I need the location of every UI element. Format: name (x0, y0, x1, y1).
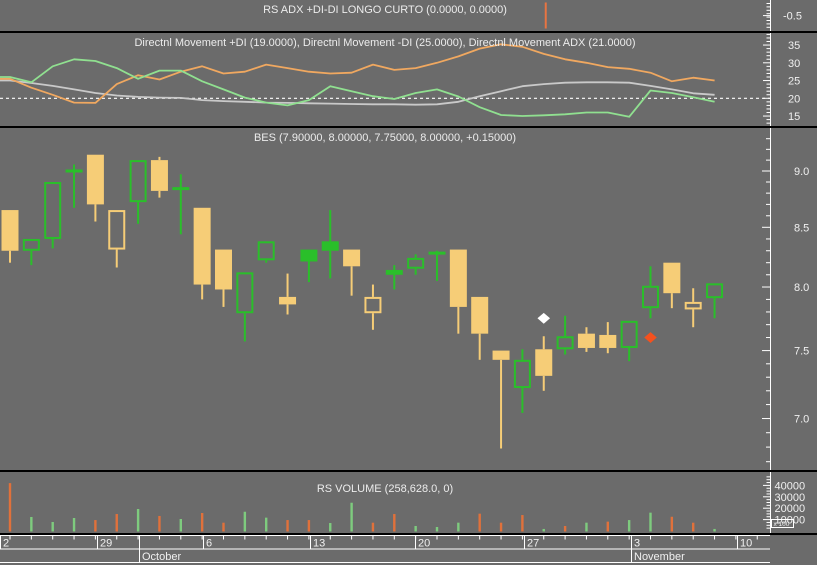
dmi-axis-label: 30 (788, 58, 800, 70)
panel-separator (0, 470, 817, 472)
week-label: 29 (100, 538, 112, 550)
candle-body-hollow (642, 285, 659, 309)
white-diamond-marker (537, 312, 551, 324)
candle-body (449, 249, 467, 307)
price-panel[interactable]: 7.0 7.5 8.0 8.5 9.0 (1, 138, 810, 463)
candle-body-hollow (108, 210, 126, 250)
volume-axis-label: 20000 (775, 503, 806, 515)
week-label: 27 (527, 538, 539, 550)
candle-body-hollow (684, 301, 702, 310)
panel-separators (0, 0, 817, 535)
candle-body (385, 269, 403, 275)
candle-body-hollow (556, 336, 574, 350)
candle-body (343, 249, 361, 267)
panel-separator (0, 533, 817, 535)
candle-body-hollow (44, 182, 62, 239)
timeline[interactable]: 2 29 6 13 20 27 3 10 October November (0, 535, 770, 564)
candle-body (1, 210, 19, 251)
candle-body (279, 296, 297, 305)
candle-body (300, 249, 318, 262)
week-label: 13 (313, 538, 325, 550)
price-axis-label: 7.5 (794, 346, 809, 358)
price-axis-label: 8.5 (794, 222, 809, 234)
candle-body (193, 207, 211, 285)
indicator1-axis-label: -0.5 (783, 11, 802, 23)
candle-body (150, 160, 168, 191)
candle-body (577, 333, 595, 348)
volume-axis-label: 40000 (775, 480, 806, 492)
orange-diamond-marker (644, 332, 657, 343)
indicator1-panel[interactable]: -0.5 (544, 2, 802, 29)
price-axis-label: 8.0 (794, 282, 809, 294)
panel-separator (0, 126, 817, 128)
candle-body-hollow (22, 238, 40, 251)
volume-axis-label: 10000 (775, 515, 806, 527)
candle-body-hollow (407, 257, 425, 269)
dmi-line-adx (0, 79, 715, 106)
candle-body-hollow (620, 320, 638, 348)
week-label: 2 (3, 538, 9, 550)
volume-multiplier-label: x 100 (774, 521, 790, 528)
price-axis-label: 9.0 (794, 166, 809, 178)
candle-body-hollow (364, 296, 382, 314)
candle-body-hollow (706, 283, 724, 299)
candle-body (492, 350, 510, 360)
price-axis-label: 7.0 (794, 414, 809, 426)
dmi-axis-label: 20 (788, 93, 800, 105)
candle-body (471, 296, 489, 334)
volume-axis-label: 30000 (775, 492, 806, 504)
volume-multiplier-box (771, 519, 794, 528)
dmi-line-plus-di (0, 58, 715, 118)
week-label: 3 (634, 538, 640, 550)
candle-body (599, 334, 617, 348)
dmi-panel[interactable]: 15 20 25 30 35 (0, 33, 800, 124)
panel-separator (0, 31, 817, 33)
candle-body-hollow (513, 359, 531, 389)
candle-body (321, 241, 339, 251)
week-label: 10 (740, 538, 752, 550)
candle-body (535, 349, 553, 376)
month-label: October (142, 551, 181, 563)
week-label: 6 (206, 538, 212, 550)
dmi-axis-label: 25 (788, 76, 800, 88)
dmi-axis-label: 15 (788, 111, 800, 123)
candle-body-hollow (257, 241, 275, 261)
candle-body (663, 262, 681, 294)
candle-body (215, 249, 232, 290)
month-label: November (634, 551, 685, 563)
candle-body (86, 154, 104, 205)
dmi-line-minus-di (0, 43, 715, 104)
week-label: 20 (418, 538, 430, 550)
candle-body-hollow (129, 160, 147, 203)
candle-body-hollow (236, 272, 254, 314)
dmi-axis-label: 35 (788, 40, 800, 52)
